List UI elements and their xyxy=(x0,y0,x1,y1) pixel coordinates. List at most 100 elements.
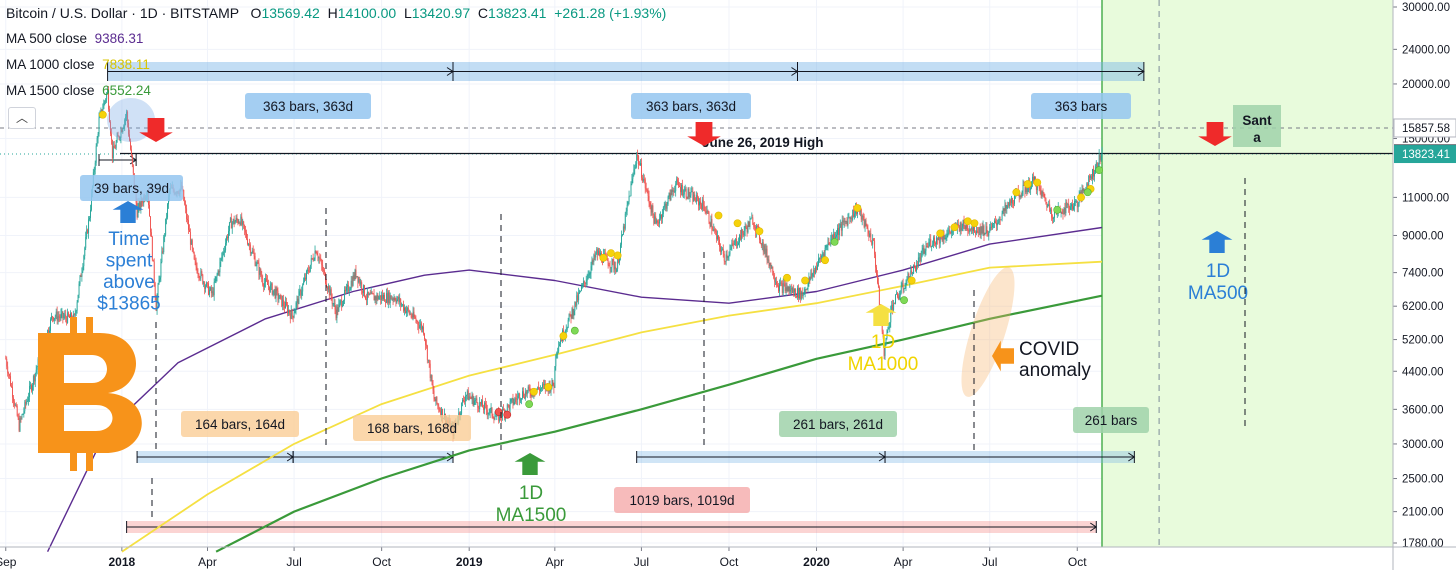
symbol-title: Bitcoin / U.S. Dollar · 1D · BITSTAMP xyxy=(6,5,239,21)
candle-body xyxy=(1064,207,1066,214)
candle-body xyxy=(647,189,649,196)
collapse-button[interactable]: ︿ xyxy=(8,107,36,129)
candle-body xyxy=(359,279,361,285)
candle-body xyxy=(1030,188,1032,191)
candle-body xyxy=(433,390,435,400)
candle-body xyxy=(828,242,830,244)
candle-body xyxy=(266,278,267,281)
ma1000-legend[interactable]: MA 1000 close 7838.11 xyxy=(6,57,150,72)
candle-body xyxy=(239,222,241,225)
x-tick-label: 2019 xyxy=(456,555,483,569)
candle-body xyxy=(700,204,702,210)
candle-body xyxy=(591,260,593,267)
candle-body xyxy=(163,236,165,253)
candle-body xyxy=(684,188,686,191)
candle-body xyxy=(247,238,248,245)
candle-body xyxy=(18,417,20,431)
candle-body xyxy=(204,282,206,289)
candle-body xyxy=(507,404,509,406)
candle-body xyxy=(841,220,843,231)
candle-body xyxy=(1002,208,1004,214)
candle-body xyxy=(795,288,797,296)
candle-body xyxy=(794,288,796,293)
candle-body xyxy=(1018,193,1020,198)
candle-body xyxy=(471,395,473,399)
candle-body xyxy=(337,307,339,312)
candle-body xyxy=(899,292,901,296)
candle-body xyxy=(218,271,220,273)
candle-body xyxy=(268,286,270,292)
ma1500-legend[interactable]: MA 1500 close 6552.24 xyxy=(6,83,151,98)
candle-body xyxy=(538,386,540,389)
candle-body xyxy=(358,279,360,283)
candle-body xyxy=(811,273,813,277)
candle-body xyxy=(228,231,229,239)
candle-body xyxy=(670,189,672,200)
candle-body xyxy=(717,235,719,240)
candle-body xyxy=(1034,177,1035,181)
candle-body xyxy=(827,242,829,246)
candle-body xyxy=(402,304,404,306)
candle-body xyxy=(409,313,411,315)
candle-body xyxy=(695,200,697,202)
candle-body xyxy=(876,267,877,275)
candle-body xyxy=(627,201,629,205)
high-value: 14100.00 xyxy=(337,5,397,21)
green-dot xyxy=(1083,188,1092,197)
candle-body xyxy=(916,265,917,272)
candle-body xyxy=(75,310,77,314)
candle-body xyxy=(1095,162,1097,167)
candle-body xyxy=(528,386,530,390)
red-dot xyxy=(494,408,503,416)
candle-body xyxy=(352,275,354,286)
candle-body xyxy=(976,230,978,233)
bottom-range-label-3-text: 261 bars xyxy=(1085,413,1138,428)
candle-body xyxy=(293,313,295,318)
y-tick-label: 24000.00 xyxy=(1402,44,1450,56)
yellow-dot xyxy=(1012,188,1021,197)
candle-body xyxy=(361,282,363,291)
candle-body xyxy=(734,240,736,245)
candle-body xyxy=(221,256,223,259)
candle-body xyxy=(1003,208,1005,211)
candle-body xyxy=(792,288,794,293)
candle-body xyxy=(291,309,293,316)
candle-body xyxy=(725,254,727,262)
candle-body xyxy=(541,387,543,389)
candle-body xyxy=(874,240,876,255)
candle-body xyxy=(1066,202,1068,205)
candle-body xyxy=(613,261,615,270)
candle-body xyxy=(691,191,693,193)
candle-body xyxy=(1099,154,1101,160)
candle-body xyxy=(665,203,667,209)
candle-body xyxy=(278,298,280,300)
candle-body xyxy=(465,395,467,396)
candle-body xyxy=(314,250,316,260)
ma500-legend[interactable]: MA 500 close 9386.31 xyxy=(6,31,143,46)
candle-body xyxy=(965,224,967,229)
candle-body xyxy=(822,253,824,256)
candle-body xyxy=(851,217,853,220)
candle-body xyxy=(838,228,839,235)
y-tick-label: 5200.00 xyxy=(1402,335,1444,347)
candle-body xyxy=(527,386,529,391)
top-range-label-1-text: 363 bars, 363d xyxy=(646,99,736,114)
candle-body xyxy=(1089,176,1091,178)
candle-body xyxy=(56,311,58,321)
candle-body xyxy=(380,295,382,300)
candle-body xyxy=(16,406,18,416)
candle-body xyxy=(1090,176,1092,178)
candle-body xyxy=(492,416,494,418)
candle-body xyxy=(230,217,232,229)
top-range-label-2-text: 363 bars xyxy=(1055,99,1108,114)
candle-body xyxy=(339,301,341,304)
candle-body xyxy=(594,254,596,258)
candle-body xyxy=(848,217,850,219)
candle-body xyxy=(658,222,660,224)
candle-body xyxy=(849,217,851,219)
candle-body xyxy=(961,227,963,231)
candle-body xyxy=(203,282,205,284)
candle-body xyxy=(35,369,37,374)
candle-body xyxy=(14,404,16,406)
candle-body xyxy=(667,196,669,205)
